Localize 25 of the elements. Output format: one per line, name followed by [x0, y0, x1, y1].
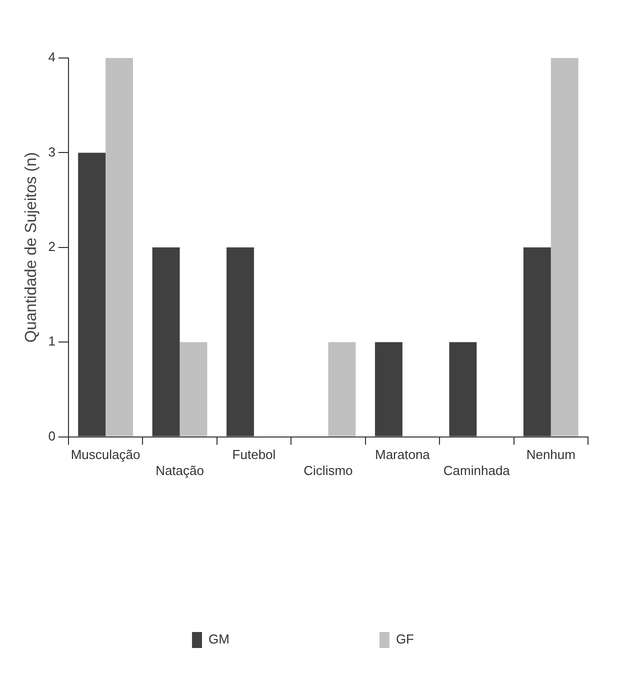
x-tick-label: Caminhada	[443, 462, 511, 478]
bar	[78, 152, 106, 436]
bar	[374, 342, 402, 436]
bar	[106, 58, 134, 436]
x-tick-label: Musculação	[70, 447, 140, 462]
bar	[180, 342, 208, 436]
x-tick-label: Ciclismo	[304, 462, 353, 478]
legend-label: GF	[396, 632, 414, 647]
bar	[550, 58, 578, 436]
x-tick-label: Futebol	[232, 447, 276, 462]
bar	[226, 247, 254, 436]
y-tick-label: 4	[48, 50, 56, 65]
bar	[523, 247, 551, 436]
x-tick-label: Maratona	[374, 447, 431, 462]
bar	[449, 342, 477, 436]
y-axis-title: Quantidade de Sujeitos (n)	[23, 152, 40, 343]
x-tick-label: Nenhum	[526, 447, 576, 462]
legend-label: GM	[208, 632, 230, 647]
bar	[328, 342, 356, 436]
y-tick-label: 0	[48, 428, 56, 444]
y-tick-label: 1	[48, 334, 56, 349]
y-tick-label: 3	[48, 144, 56, 160]
y-tick-label: 2	[48, 238, 56, 254]
x-tick-label: Natação	[156, 462, 204, 478]
bar	[152, 247, 180, 436]
